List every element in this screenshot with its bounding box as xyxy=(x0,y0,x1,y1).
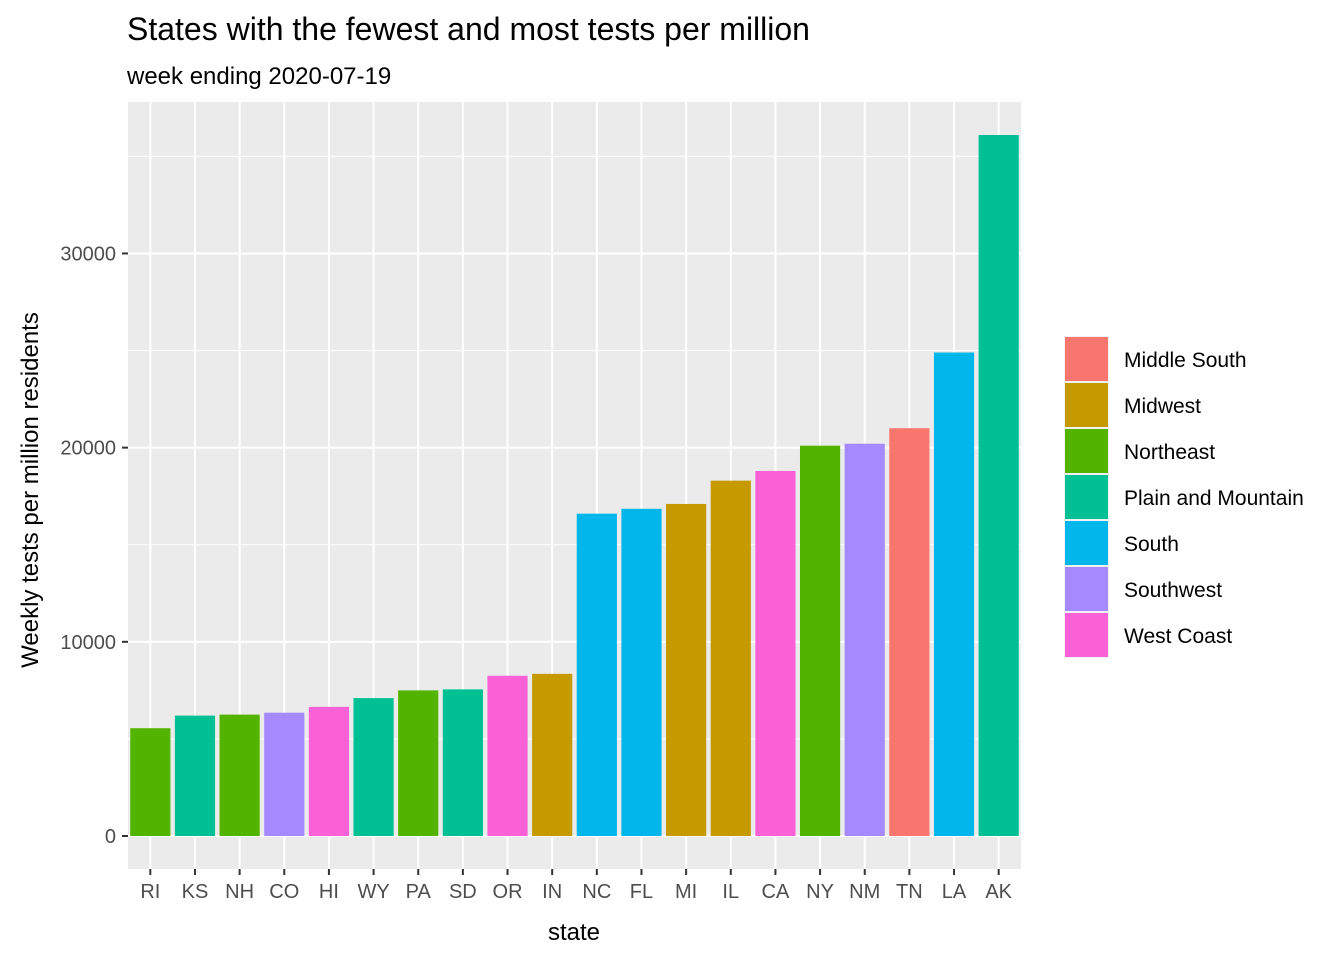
legend-swatch xyxy=(1065,383,1108,427)
y-tick-label: 10000 xyxy=(60,632,116,654)
bar-nm xyxy=(844,443,885,836)
x-tick-label: TN xyxy=(896,881,923,903)
legend-swatch xyxy=(1065,521,1108,565)
y-tick-label: 20000 xyxy=(60,438,116,460)
chart-subtitle: week ending 2020-07-19 xyxy=(126,63,391,90)
legend-label: Plain and Mountain xyxy=(1124,487,1304,510)
x-tick-label: HI xyxy=(319,881,339,903)
bar-la xyxy=(933,352,975,836)
bar-hi xyxy=(308,706,350,836)
x-axis-title: state xyxy=(548,919,600,946)
x-tick-label: NC xyxy=(582,881,611,903)
bar-ca xyxy=(755,470,796,836)
x-tick-label: NY xyxy=(806,881,834,903)
bar-mi xyxy=(666,503,707,836)
bar-ak xyxy=(978,135,1019,836)
x-axis: RI KS NH CO HI WY PA SD OR IN NC FL MI IL CA NY NM TN LA AK xyxy=(140,869,1013,903)
bar-co xyxy=(264,712,305,836)
legend-label: Midwest xyxy=(1124,395,1201,418)
legend-swatch xyxy=(1065,337,1108,381)
x-tick-label: IN xyxy=(542,881,562,903)
x-tick-label: NH xyxy=(225,881,254,903)
legend-swatch xyxy=(1065,613,1108,657)
bar-nh xyxy=(219,714,260,836)
x-tick-label: IL xyxy=(722,881,739,903)
bar-sd xyxy=(442,689,483,836)
bar-fl xyxy=(621,508,662,836)
x-tick-label: RI xyxy=(140,881,160,903)
x-tick-label: SD xyxy=(449,881,477,903)
bars xyxy=(130,135,1019,836)
x-tick-label: AK xyxy=(985,881,1012,903)
legend-swatch xyxy=(1065,567,1108,611)
chart-title: States with the fewest and most tests pe… xyxy=(127,11,810,47)
bar-in xyxy=(532,673,573,836)
x-tick-label: CA xyxy=(762,881,790,903)
x-tick-label: FL xyxy=(630,881,653,903)
legend-swatch xyxy=(1065,429,1108,473)
x-tick-label: KS xyxy=(182,881,209,903)
bar-pa xyxy=(398,690,439,836)
legend-label: Northeast xyxy=(1124,441,1215,464)
bar-or xyxy=(487,675,528,836)
legend: Middle South Midwest Northeast Plain and Mo… xyxy=(1064,336,1304,658)
legend-swatch xyxy=(1065,475,1108,519)
bar-wy xyxy=(353,698,394,836)
x-tick-label: WY xyxy=(357,881,389,903)
bar-ks xyxy=(174,715,216,836)
legend-label: South xyxy=(1124,533,1179,556)
x-tick-label: PA xyxy=(406,881,432,903)
legend-label: West Coast xyxy=(1124,625,1232,648)
bar-il xyxy=(710,480,751,836)
legend-label: Southwest xyxy=(1124,579,1222,602)
plot-panel xyxy=(128,102,1021,869)
x-tick-label: LA xyxy=(942,881,967,903)
x-tick-label: OR xyxy=(493,881,523,903)
bar-tn xyxy=(889,428,930,836)
legend-label: Middle South xyxy=(1124,349,1247,372)
y-axis: 0 10000 20000 30000 xyxy=(60,243,128,848)
x-tick-label: CO xyxy=(269,881,299,903)
bar-nc xyxy=(576,513,617,836)
x-tick-label: MI xyxy=(675,881,697,903)
y-tick-label: 30000 xyxy=(60,243,116,265)
bar-ri xyxy=(130,728,171,836)
bar-ny xyxy=(799,445,841,836)
x-tick-label: NM xyxy=(849,881,880,903)
y-tick-label: 0 xyxy=(105,826,116,848)
y-axis-title: Weekly tests per million residents xyxy=(17,312,44,668)
